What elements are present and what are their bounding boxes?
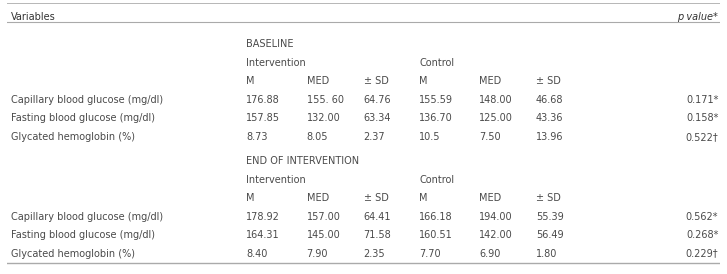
Text: 55.39: 55.39: [536, 212, 563, 222]
Text: BASELINE: BASELINE: [246, 39, 294, 49]
Text: 166.18: 166.18: [419, 212, 453, 222]
Text: 132.00: 132.00: [307, 113, 340, 124]
Text: 7.90: 7.90: [307, 249, 328, 259]
Text: 10.5: 10.5: [419, 132, 441, 142]
Text: 160.51: 160.51: [419, 230, 453, 240]
Text: 1.80: 1.80: [536, 249, 558, 259]
Text: 0.229†: 0.229†: [686, 249, 718, 259]
Text: 155.59: 155.59: [419, 95, 453, 105]
Text: 148.00: 148.00: [479, 95, 513, 105]
Text: 194.00: 194.00: [479, 212, 513, 222]
Text: Capillary blood glucose (mg/dl): Capillary blood glucose (mg/dl): [11, 212, 163, 222]
Text: 13.96: 13.96: [536, 132, 563, 142]
Text: Intervention: Intervention: [246, 175, 305, 185]
Text: 64.41: 64.41: [364, 212, 391, 222]
Text: 8.73: 8.73: [246, 132, 268, 142]
Text: 142.00: 142.00: [479, 230, 513, 240]
Text: 7.50: 7.50: [479, 132, 501, 142]
Text: Control: Control: [419, 58, 454, 68]
Text: Fasting blood glucose (mg/dl): Fasting blood glucose (mg/dl): [11, 230, 155, 240]
Text: 0.522†: 0.522†: [686, 132, 718, 142]
Text: M: M: [419, 76, 427, 86]
Text: 178.92: 178.92: [246, 212, 280, 222]
Text: 63.34: 63.34: [364, 113, 391, 124]
Text: END OF INTERVENTION: END OF INTERVENTION: [246, 156, 359, 166]
Text: M: M: [419, 193, 427, 203]
Text: 8.40: 8.40: [246, 249, 268, 259]
Text: ± SD: ± SD: [364, 193, 388, 203]
Text: 6.90: 6.90: [479, 249, 500, 259]
Text: ± SD: ± SD: [536, 76, 561, 86]
Text: ± SD: ± SD: [364, 76, 388, 86]
Text: 125.00: 125.00: [479, 113, 513, 124]
Text: Capillary blood glucose (mg/dl): Capillary blood glucose (mg/dl): [11, 95, 163, 105]
Text: M: M: [246, 193, 254, 203]
Text: 46.68: 46.68: [536, 95, 563, 105]
Text: Glycated hemoglobin (%): Glycated hemoglobin (%): [11, 249, 134, 259]
Text: 155. 60: 155. 60: [307, 95, 343, 105]
Text: 157.85: 157.85: [246, 113, 280, 124]
Text: 136.70: 136.70: [419, 113, 453, 124]
Text: 8.05: 8.05: [307, 132, 328, 142]
Text: 0.158*: 0.158*: [686, 113, 718, 124]
Text: Fasting blood glucose (mg/dl): Fasting blood glucose (mg/dl): [11, 113, 155, 124]
Text: 56.49: 56.49: [536, 230, 563, 240]
Text: 0.171*: 0.171*: [686, 95, 718, 105]
Text: MED: MED: [307, 76, 329, 86]
Text: 43.36: 43.36: [536, 113, 563, 124]
Text: Variables: Variables: [11, 12, 55, 22]
Text: p value*: p value*: [678, 12, 718, 22]
Text: 157.00: 157.00: [307, 212, 340, 222]
Text: Control: Control: [419, 175, 454, 185]
Text: 71.58: 71.58: [364, 230, 391, 240]
Text: 164.31: 164.31: [246, 230, 280, 240]
Text: 64.76: 64.76: [364, 95, 391, 105]
Text: 2.35: 2.35: [364, 249, 385, 259]
Text: 0.268*: 0.268*: [686, 230, 718, 240]
Text: 7.70: 7.70: [419, 249, 441, 259]
Text: MED: MED: [307, 193, 329, 203]
Text: 145.00: 145.00: [307, 230, 340, 240]
Text: MED: MED: [479, 76, 501, 86]
Text: ± SD: ± SD: [536, 193, 561, 203]
Text: MED: MED: [479, 193, 501, 203]
Text: 0.562*: 0.562*: [686, 212, 718, 222]
Text: Intervention: Intervention: [246, 58, 305, 68]
Text: 2.37: 2.37: [364, 132, 385, 142]
Text: Glycated hemoglobin (%): Glycated hemoglobin (%): [11, 132, 134, 142]
Text: 176.88: 176.88: [246, 95, 280, 105]
Text: M: M: [246, 76, 254, 86]
